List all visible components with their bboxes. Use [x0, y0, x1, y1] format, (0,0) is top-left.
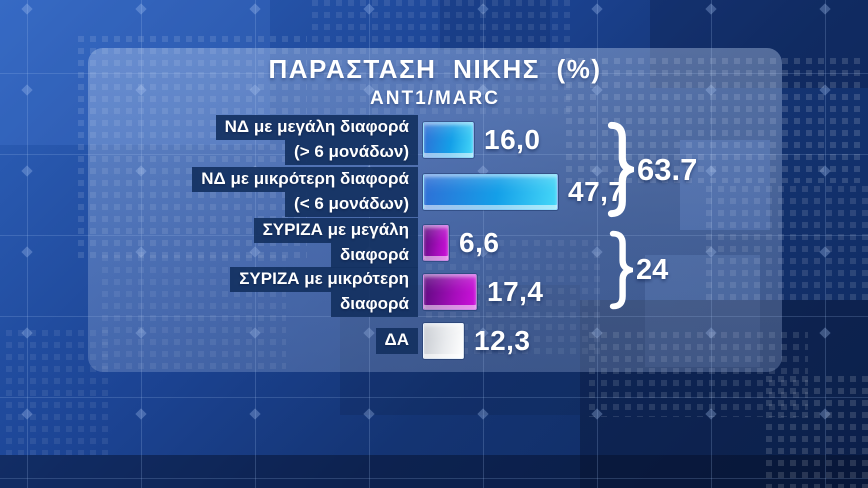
bar-value: 12,3 — [474, 325, 531, 356]
row-label: ΔΑ — [88, 328, 418, 354]
group-nd-total: 63.7 — [607, 121, 697, 218]
dot-pattern — [560, 58, 860, 183]
row-label: ΣΥΡΙΖΑ με μεγάλη διαφορά — [88, 217, 418, 269]
row-label: ΣΥΡΙΖΑ με μικρότερη διαφορά — [88, 266, 418, 318]
bar-value: 6,6 — [459, 227, 500, 258]
chart-row-nd-small-lead: ΝΔ με μικρότερη διαφορά (< 6 μονάδων) 47… — [88, 166, 782, 218]
background-patch — [0, 455, 868, 488]
row-label-line: (> 6 μονάδων) — [285, 140, 418, 166]
dot-pattern — [583, 332, 808, 417]
background-patch — [680, 140, 770, 230]
row-label-line: ΔΑ — [375, 328, 418, 354]
chart-row-syriza-big-lead: ΣΥΡΙΖΑ με μεγάλη διαφορά 6,6 — [88, 217, 782, 269]
row-label-line: ΝΔ με μεγάλη διαφορά — [215, 114, 418, 140]
chart-panel — [88, 48, 782, 372]
dot-pattern — [0, 330, 110, 455]
dot-pattern — [306, 0, 576, 115]
background-patch — [580, 300, 868, 488]
bar — [423, 122, 474, 158]
bar — [423, 225, 449, 261]
chart-row-nd-big-lead: ΝΔ με μεγάλη διαφορά (> 6 μονάδων) 16,0 — [88, 114, 782, 166]
row-label-line: ΣΥΡΙΖΑ με μικρότερη — [230, 266, 418, 292]
group-total-value: 63.7 — [637, 151, 698, 187]
bar — [423, 174, 558, 210]
bar — [423, 323, 464, 359]
bar — [423, 274, 477, 310]
row-label-line: ΝΔ με μικρότερη διαφορά — [192, 166, 418, 192]
brace-icon — [609, 230, 633, 310]
title-block: ΠΑΡΑΣΤΑΣΗ ΝΙΚΗΣ (%) ANT1/MARC — [88, 54, 782, 110]
dot-pattern — [760, 376, 868, 488]
chart-row-syriza-small-lead: ΣΥΡΙΖΑ με μικρότερη διαφορά 17,4 — [88, 266, 782, 318]
dot-pattern — [700, 186, 868, 306]
brace-icon — [607, 121, 634, 218]
row-label-line: διαφορά — [331, 243, 418, 269]
bar-value: 17,4 — [487, 276, 544, 307]
group-total-value: 24 — [636, 253, 669, 286]
row-label: ΝΔ με μικρότερη διαφορά (< 6 μονάδων) — [88, 166, 418, 218]
bar-value: 16,0 — [484, 124, 541, 155]
background-patch — [440, 0, 550, 50]
group-syriza-total: 24 — [609, 230, 668, 310]
background-patch — [645, 255, 760, 367]
bar-value: 47,7 — [568, 176, 625, 207]
row-label-line: διαφορά — [331, 292, 418, 318]
row-label: ΝΔ με μεγάλη διαφορά (> 6 μονάδων) — [88, 114, 418, 166]
chart-title: ΠΑΡΑΣΤΑΣΗ ΝΙΚΗΣ (%) — [268, 54, 602, 84]
chart-source: ANT1/MARC — [370, 88, 500, 109]
background-patch — [650, 0, 868, 88]
row-label-line: (< 6 μονάδων) — [285, 192, 418, 218]
chart-row-da: ΔΑ 12,3 — [88, 316, 782, 366]
row-label-line: ΣΥΡΙΖΑ με μεγάλη — [253, 217, 418, 243]
